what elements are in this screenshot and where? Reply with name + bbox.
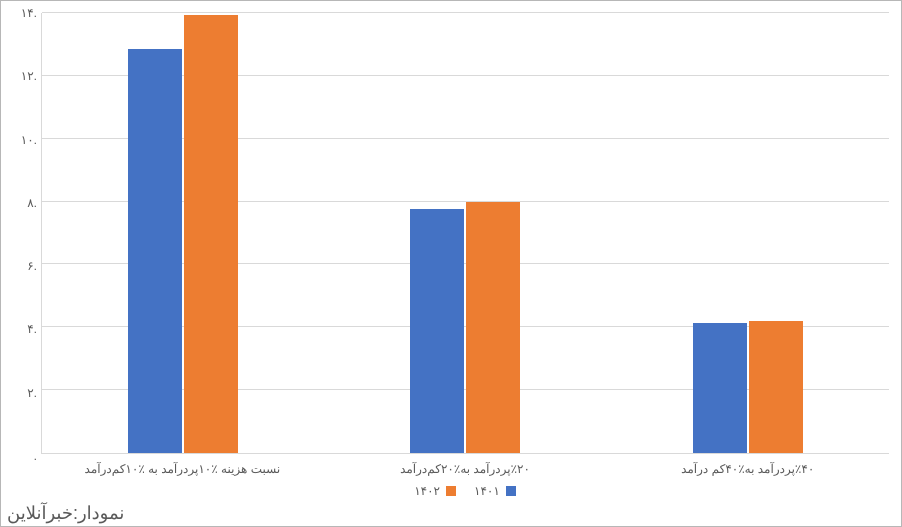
bar: [693, 323, 747, 453]
bar: [749, 321, 803, 453]
legend-swatch: [506, 486, 516, 496]
x-tick-label: ٪۴۰پردرآمد به٪۴۰کم درآمد: [606, 462, 889, 476]
source-caption: نمودار:خبرآنلاین: [7, 503, 124, 524]
y-tick-label: .۱۴: [5, 6, 37, 20]
bar: [410, 209, 464, 453]
legend-label: ۱۴۰۲: [414, 484, 440, 498]
bar: [466, 202, 520, 453]
x-tick-labels: نسبت هزینه ٪۱۰پردرآمد به ٪۱۰کم‌درآمد٪۲۰پ…: [41, 462, 889, 476]
x-tick-label: ٪۲۰پردرآمد به٪۲۰کم‌درآمد: [324, 462, 607, 476]
y-tick-label: .۱۲: [5, 69, 37, 83]
legend-item: ۱۴۰۱: [474, 484, 516, 498]
y-tick-label: .۱۰: [5, 133, 37, 147]
bar-group: [324, 13, 606, 453]
y-tick-label: .۸: [5, 196, 37, 210]
legend: ۱۴۰۱ ۱۴۰۲: [41, 484, 889, 498]
legend-swatch: [446, 486, 456, 496]
bar: [128, 49, 182, 453]
legend-item: ۱۴۰۲: [414, 484, 456, 498]
legend-label: ۱۴۰۱: [474, 484, 500, 498]
x-tick-label: نسبت هزینه ٪۱۰پردرآمد به ٪۱۰کم‌درآمد: [41, 462, 324, 476]
y-tick-label: .۶: [5, 259, 37, 273]
bar: [184, 15, 238, 453]
bar-group: [42, 13, 324, 453]
bar-group: [607, 13, 889, 453]
y-tick-label: .۴: [5, 322, 37, 336]
bar-groups: [42, 13, 889, 453]
chart-container: . .۲ .۴ .۶ .۸ .۱۰ .۱۲ .۱۴ نسبت هزینه ٪۱۰پردرآمد…: [0, 0, 902, 527]
y-tick-label: .: [5, 449, 37, 463]
plot-area: [41, 13, 889, 454]
y-tick-label: .۲: [5, 386, 37, 400]
